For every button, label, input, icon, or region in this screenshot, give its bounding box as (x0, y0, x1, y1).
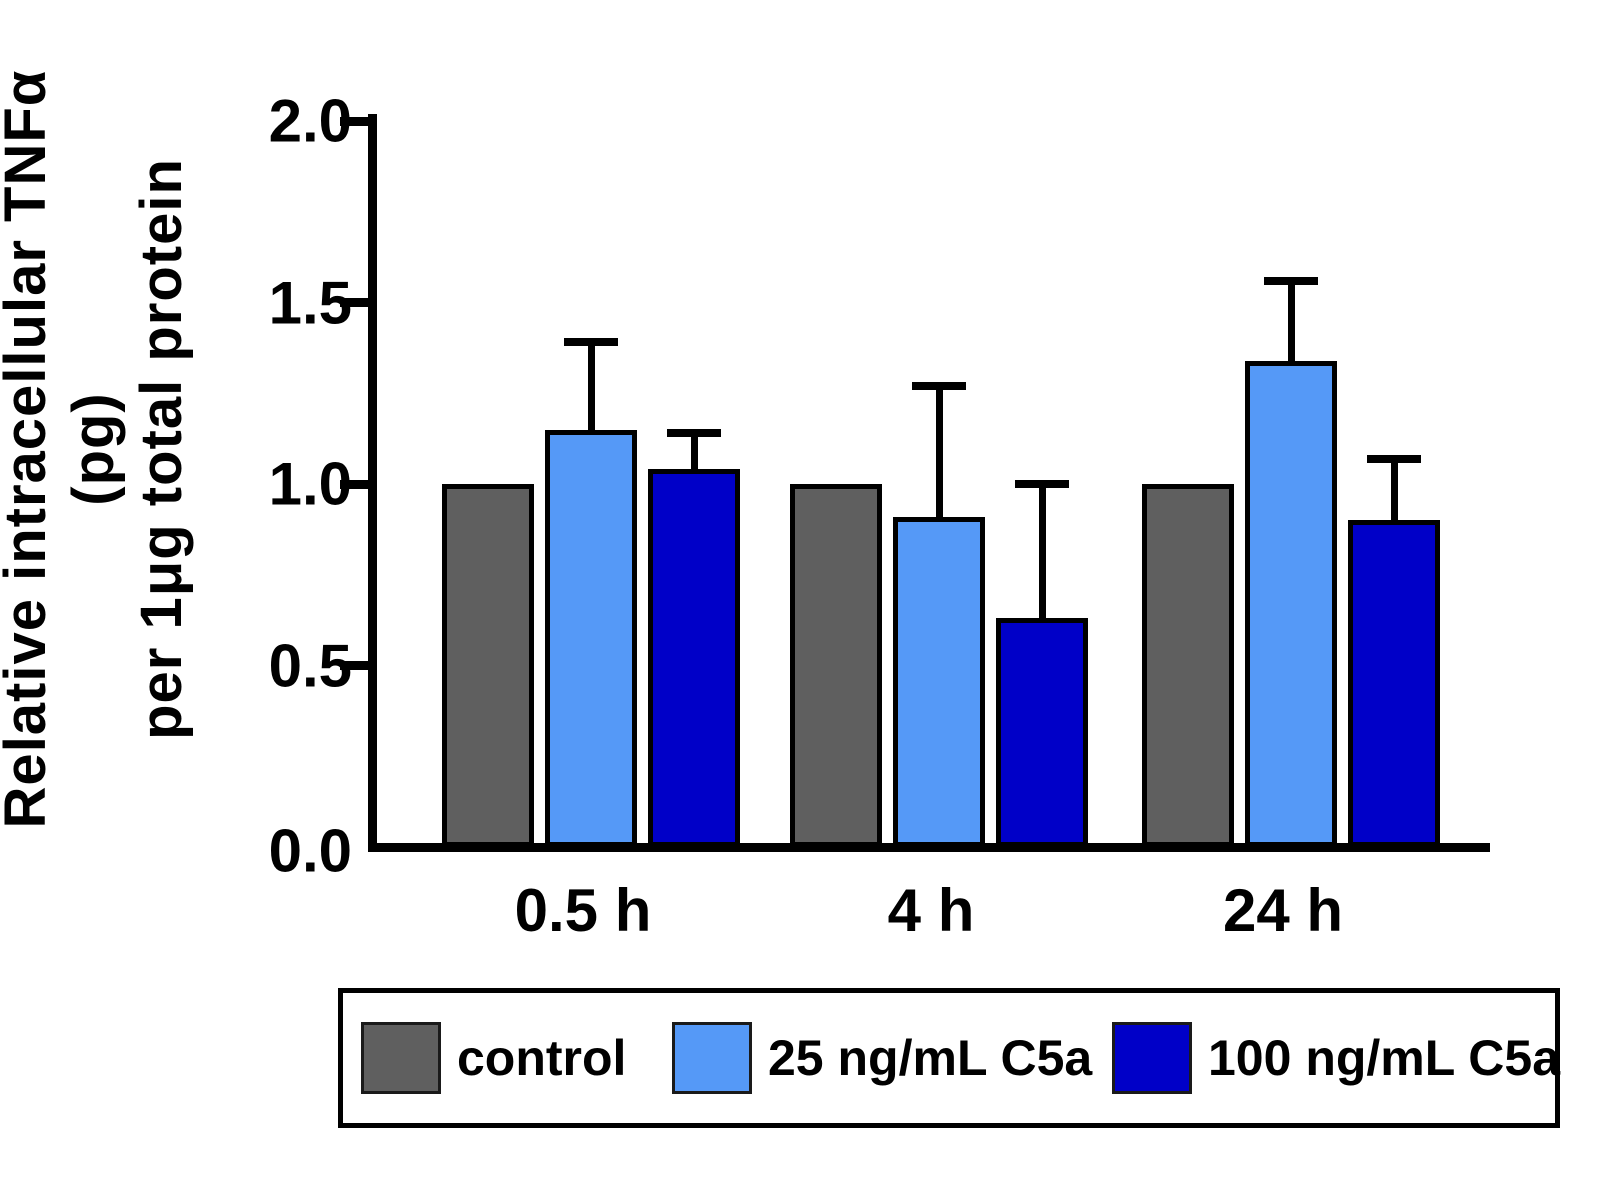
legend-item-label: 25 ng/mL C5a (768, 1030, 1093, 1086)
y-tick-label: 1.0 (268, 450, 352, 518)
error-bar-cap (564, 338, 618, 347)
y-tick-label: 0.0 (268, 817, 352, 885)
x-category-label: 24 h (1222, 877, 1344, 944)
y-tick (340, 479, 368, 489)
x-axis-line (368, 843, 1490, 852)
y-tick (340, 298, 368, 307)
error-bar-cap (912, 381, 966, 390)
x-category-label: 0.5 h (514, 877, 652, 944)
legend-item-label: control (457, 1030, 627, 1086)
legend-item: control (361, 993, 626, 1123)
error-bar-cap (667, 429, 721, 438)
y-axis-label-line1: Relative intracellular TNFα (pg) (0, 69, 126, 829)
bar-100-ng-ml-c5a-0.5h (648, 469, 740, 847)
error-bar-stem (690, 433, 698, 470)
bar-25-ng-ml-c5a-24h (1245, 360, 1337, 847)
y-tick-label: 2.0 (268, 87, 352, 155)
legend: control 25 ng/mL C5a 100 ng/mL C5a (338, 988, 1560, 1128)
bar-control-0.5h (442, 484, 534, 847)
bar-control-24h (1142, 484, 1234, 847)
bar-control-4h (790, 484, 882, 847)
legend-item: 25 ng/mL C5a (672, 993, 1092, 1123)
y-axis-spine (368, 114, 377, 852)
error-bar-stem (1287, 280, 1295, 361)
legend-item: 100 ng/mL C5a (1112, 993, 1560, 1123)
error-bar-stem (1390, 458, 1398, 521)
legend-swatch (672, 1022, 752, 1094)
legend-swatch (1112, 1022, 1192, 1094)
error-bar-stem (1038, 484, 1046, 619)
error-bar-stem (935, 385, 943, 517)
legend-swatch (361, 1022, 441, 1094)
error-bar-stem (587, 342, 595, 430)
x-category-label: 4 h (887, 877, 975, 944)
y-tick (340, 116, 368, 126)
error-bar-cap (1367, 454, 1421, 463)
y-tick-label: 0.5 (268, 632, 352, 699)
bar-100-ng-ml-c5a-24h (1348, 520, 1440, 847)
error-bar-cap (1015, 480, 1069, 488)
y-tick (340, 661, 368, 670)
bar-25-ng-ml-c5a-4h (893, 516, 985, 847)
legend-item-label: 100 ng/mL C5a (1208, 1030, 1561, 1086)
bar-100-ng-ml-c5a-4h (996, 618, 1088, 847)
bar-25-ng-ml-c5a-0.5h (545, 429, 637, 847)
y-tick-label: 1.5 (268, 269, 352, 336)
error-bar-cap (1264, 276, 1318, 285)
